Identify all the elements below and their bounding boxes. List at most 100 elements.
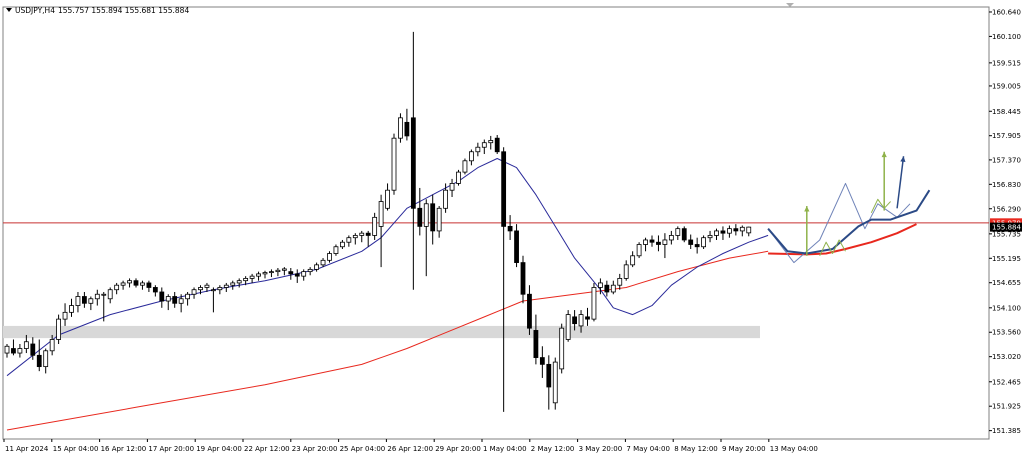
candle xyxy=(30,337,36,360)
price-tag-label: 155.884 xyxy=(992,224,1021,232)
candle-body xyxy=(88,298,94,304)
candle-body xyxy=(456,171,461,184)
candle xyxy=(565,310,571,342)
candle-body xyxy=(578,314,584,327)
x-tick-label: 19 Apr 04:00 xyxy=(196,445,242,453)
candle-body xyxy=(417,207,423,227)
candle xyxy=(727,225,732,238)
candle-body xyxy=(675,228,681,236)
candle xyxy=(398,113,403,143)
candle-body xyxy=(159,291,165,302)
candle xyxy=(107,287,113,304)
candle xyxy=(133,278,139,288)
chart-header: USDJPY,H4 155.757 155.894 155.681 155.88… xyxy=(6,6,189,15)
candle xyxy=(307,267,313,276)
candle-body xyxy=(707,235,713,239)
candle xyxy=(333,244,339,256)
candle xyxy=(191,287,197,299)
candle-body xyxy=(223,284,229,288)
candle xyxy=(733,224,739,236)
candle xyxy=(475,142,481,157)
candle xyxy=(559,323,565,374)
forecast-arrow-green-head xyxy=(881,151,887,158)
x-tick-label: 11 Apr 2024 xyxy=(5,445,49,453)
candle-body xyxy=(591,287,597,320)
candle xyxy=(572,310,577,331)
candle-body xyxy=(610,284,616,293)
candle-body xyxy=(94,293,100,300)
candle xyxy=(585,307,590,326)
y-tick-label: 151.925 xyxy=(992,403,1021,411)
candle-body xyxy=(546,363,552,388)
candle xyxy=(178,294,184,313)
candle xyxy=(527,285,532,335)
candle-body xyxy=(198,287,203,291)
candle-body xyxy=(746,226,752,234)
candle xyxy=(114,282,120,295)
candle-body xyxy=(262,272,268,275)
x-tick-label: 23 Apr 20:00 xyxy=(292,445,338,453)
candle xyxy=(243,276,249,286)
candle-body xyxy=(559,327,565,370)
candle-body xyxy=(327,253,332,261)
candle xyxy=(694,237,700,254)
candle-body xyxy=(69,305,74,313)
candle xyxy=(69,298,74,317)
candle-body xyxy=(346,237,352,243)
candle xyxy=(610,280,616,295)
candle-body xyxy=(636,244,642,257)
candle xyxy=(636,242,642,259)
x-tick-label: 1 May 04:00 xyxy=(483,445,527,453)
candle-body xyxy=(152,287,158,293)
candle xyxy=(256,271,261,281)
candle-body xyxy=(56,318,61,340)
y-tick-label: 159.005 xyxy=(992,82,1021,90)
candle xyxy=(249,273,255,283)
candle xyxy=(410,31,416,290)
candle xyxy=(320,258,326,268)
candle xyxy=(656,235,661,252)
candle xyxy=(11,339,16,356)
y-tick-label: 151.385 xyxy=(992,427,1021,435)
chart-shift-icon[interactable] xyxy=(786,3,794,7)
candle-body xyxy=(301,271,307,277)
candle-body xyxy=(314,264,320,270)
candle-body xyxy=(320,259,326,266)
candle xyxy=(198,285,203,295)
candle xyxy=(140,280,145,290)
candle xyxy=(223,282,229,292)
candle-body xyxy=(688,239,694,245)
y-tick-label: 156.830 xyxy=(992,181,1021,189)
candle xyxy=(739,225,745,237)
candle-body xyxy=(146,282,152,288)
candle xyxy=(707,230,713,243)
candle xyxy=(82,291,87,308)
candle-body xyxy=(404,121,410,137)
x-tick-label: 15 Apr 04:00 xyxy=(53,445,99,453)
candle xyxy=(327,251,332,263)
candle-body xyxy=(443,189,449,209)
candle-body xyxy=(352,235,358,239)
candle-body xyxy=(140,282,145,286)
candle-body xyxy=(643,239,648,245)
candle-body xyxy=(423,203,429,227)
forecast-arrow-blue-shaft xyxy=(896,156,905,209)
candle-body xyxy=(739,226,745,232)
candle xyxy=(720,226,726,240)
forecast-path-light xyxy=(767,182,911,264)
ohlc-readout: 155.757 155.894 155.681 155.884 xyxy=(58,6,189,15)
candle-body xyxy=(210,289,216,292)
candle xyxy=(269,269,274,278)
candle xyxy=(436,206,442,238)
y-tick-label: 153.020 xyxy=(992,353,1021,361)
candle xyxy=(56,314,61,345)
dropdown-arrow-icon[interactable] xyxy=(6,8,12,12)
candle xyxy=(675,226,681,240)
x-tick-label: 29 Apr 20:00 xyxy=(435,445,481,453)
candle-body xyxy=(62,311,68,320)
candle-body xyxy=(107,289,113,300)
candle-body xyxy=(307,268,313,273)
candle xyxy=(75,291,81,313)
